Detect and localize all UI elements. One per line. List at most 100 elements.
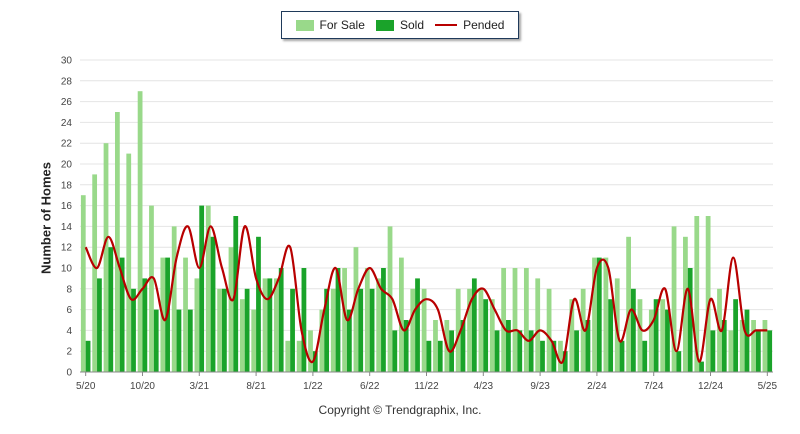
legend-item-pended[interactable]: Pended: [435, 18, 504, 32]
bar-for-sale: [387, 226, 393, 372]
bar-for-sale: [728, 330, 734, 372]
y-tick-label: 16: [61, 201, 73, 212]
bar-sold: [392, 330, 398, 372]
bar-for-sale: [455, 288, 461, 372]
x-tick-label: 5/20: [76, 381, 96, 392]
bar-sold: [222, 288, 227, 372]
bar-sold: [119, 257, 125, 372]
x-tick-label: 2/24: [587, 381, 607, 392]
bar-for-sale: [694, 216, 700, 372]
bar-for-sale: [262, 278, 268, 372]
bar-for-sale: [80, 195, 86, 372]
bar-sold: [335, 268, 341, 372]
legend: For Sale Sold Pended: [281, 11, 519, 39]
y-tick-label: 20: [61, 160, 73, 171]
bar-for-sale: [478, 288, 484, 372]
bar-for-sale: [739, 320, 745, 372]
bar-for-sale: [705, 216, 711, 372]
bar-sold: [744, 309, 750, 372]
bar-sold: [153, 309, 159, 372]
bar-sold: [710, 330, 716, 372]
bar-for-sale: [671, 226, 677, 372]
bar-sold: [290, 288, 295, 372]
bar-for-sale: [433, 320, 438, 372]
bar-for-sale: [762, 320, 768, 372]
bar-for-sale: [353, 247, 359, 372]
bar-sold: [494, 330, 500, 372]
bar-sold: [369, 288, 375, 372]
bar-for-sale: [251, 309, 257, 372]
bar-for-sale: [319, 309, 325, 372]
bar-for-sale: [103, 143, 109, 372]
bar-sold: [506, 320, 511, 372]
line-pended: [84, 225, 768, 365]
bar-for-sale: [751, 320, 756, 372]
legend-label-sold: Sold: [399, 18, 424, 32]
bar-for-sale: [342, 268, 347, 372]
bar-sold: [108, 247, 114, 372]
x-tick-label: 7/24: [644, 381, 664, 392]
bar-for-sale: [330, 288, 336, 372]
y-tick-label: 14: [61, 222, 73, 233]
bar-sold: [528, 330, 534, 372]
y-tick-label: 26: [61, 97, 73, 108]
bar-sold: [176, 309, 182, 372]
x-tick-label: 4/23: [474, 381, 494, 392]
legend-item-for-sale[interactable]: For Sale: [295, 18, 365, 32]
bar-sold: [630, 288, 636, 372]
y-tick-label: 2: [66, 347, 72, 358]
bar-sold: [562, 351, 568, 372]
y-tick-label: 10: [61, 264, 73, 275]
bar-for-sale: [569, 299, 575, 372]
bar-sold: [551, 340, 557, 372]
bar-for-sale: [637, 299, 643, 372]
bar-for-sale: [648, 309, 654, 372]
legend-item-sold[interactable]: Sold: [375, 18, 424, 32]
bar-sold: [142, 278, 148, 372]
bar-for-sale: [308, 330, 313, 372]
bar-sold: [312, 351, 318, 372]
bar-for-sale: [512, 268, 518, 372]
legend-swatch-pended: [435, 24, 458, 26]
bar-for-sale: [626, 236, 631, 372]
bar-sold: [721, 320, 727, 372]
legend-label-pended: Pended: [463, 18, 505, 32]
bar-for-sale: [137, 91, 143, 372]
y-tick-label: 18: [61, 180, 73, 191]
bar-sold: [471, 278, 477, 372]
bar-for-sale: [660, 299, 666, 372]
y-tick-label: 12: [61, 243, 73, 254]
bar-sold: [426, 340, 432, 372]
bar-for-sale: [364, 268, 370, 372]
x-tick-label: 1/22: [303, 381, 323, 392]
bar-sold: [301, 268, 307, 372]
x-tick-label: 3/21: [190, 381, 210, 392]
bar-sold: [517, 330, 523, 372]
bar-sold: [574, 330, 579, 372]
x-tick-label: 8/21: [246, 381, 266, 392]
legend-swatch-for-sale: [295, 19, 314, 31]
bar-for-sale: [114, 112, 120, 372]
bar-for-sale: [603, 257, 609, 372]
bar-sold: [187, 309, 193, 372]
bar-for-sale: [126, 153, 132, 372]
bar-for-sale: [683, 236, 688, 372]
bar-sold: [687, 268, 693, 372]
bar-sold: [244, 288, 250, 372]
bar-sold: [210, 236, 216, 372]
bar-for-sale: [467, 288, 472, 372]
bar-for-sale: [149, 205, 154, 372]
bar-sold: [358, 288, 364, 372]
legend-label-for-sale: For Sale: [319, 18, 365, 32]
bar-sold: [381, 268, 386, 372]
x-tick-label: 9/23: [530, 381, 550, 392]
x-tick-label: 5/25: [758, 381, 778, 392]
bar-sold: [540, 340, 545, 372]
x-tick-label: 12/24: [698, 381, 723, 392]
y-tick-label: 22: [61, 139, 73, 150]
bar-for-sale: [592, 257, 597, 372]
bar-sold: [676, 351, 682, 372]
bar-sold: [199, 205, 205, 372]
bar-for-sale: [421, 288, 427, 372]
